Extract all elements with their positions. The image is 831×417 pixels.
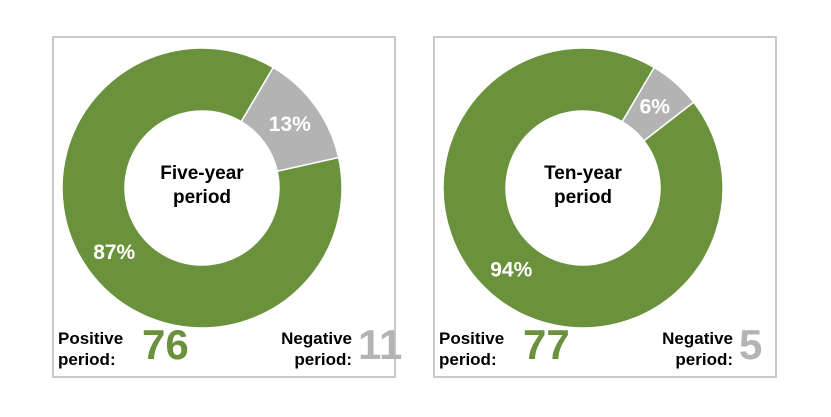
slice-label-positive: 87% [93, 241, 135, 264]
positive-period-count: 77 [523, 321, 570, 368]
positive-label-line-1: Positive [439, 329, 505, 348]
negative-label-line-1: Negative [281, 329, 352, 348]
ten-year-donut-panel: Ten-year period 94% 6% Positive period: … [433, 36, 777, 378]
center-label-line-1: Ten-year [544, 163, 622, 184]
positive-label-line-2: period: [58, 350, 116, 369]
donut-hole [506, 111, 660, 265]
negative-period-label: Negative period: [633, 328, 733, 370]
negative-period-count: 5 [739, 321, 763, 368]
positive-period-label: Positive period: [58, 328, 123, 370]
negative-period-count: 11 [358, 321, 403, 368]
ten-year-donut-chart: Ten-year period 94% 6% [442, 47, 724, 329]
center-label-line-2: period [554, 187, 612, 208]
positive-period-count: 76 [142, 321, 189, 368]
slice-label-positive: 94% [490, 258, 532, 281]
donut-hole [125, 111, 279, 265]
center-label-line-2: period [173, 187, 231, 208]
negative-label-line-2: period: [675, 350, 733, 369]
positive-label-line-2: period: [439, 350, 497, 369]
slice-label-negative: 6% [640, 96, 671, 119]
five-year-donut-panel: Five-year period 87% 13% Positive period… [52, 36, 402, 378]
five-year-donut-chart: Five-year period 87% 13% [61, 47, 343, 329]
negative-label-line-2: period: [294, 350, 352, 369]
positive-period-label: Positive period: [439, 328, 504, 370]
positive-label-line-1: Positive [58, 329, 124, 348]
negative-label-line-1: Negative [662, 329, 733, 348]
slice-label-negative: 13% [269, 113, 311, 136]
center-label-line-1: Five-year [160, 163, 244, 184]
negative-period-label: Negative period: [252, 328, 352, 370]
